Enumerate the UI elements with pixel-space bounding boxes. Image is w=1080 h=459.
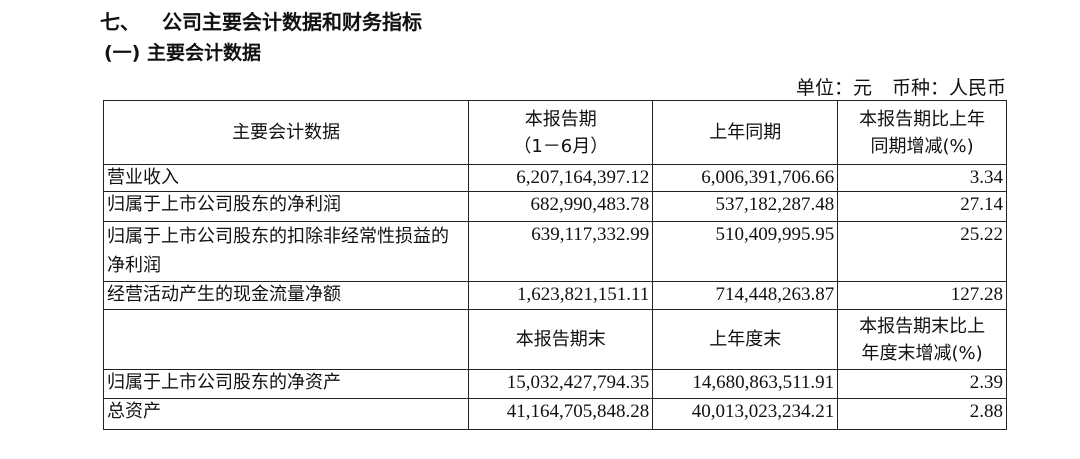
row-current: 1,623,821,151.11 <box>468 281 654 310</box>
row-prior: 6,006,391,706.66 <box>652 164 839 192</box>
table-row: 总资产 41,164,705,848.28 40,013,023,234.21 … <box>102 398 1007 430</box>
row-label: 经营活动产生的现金流量净额 <box>102 281 470 310</box>
row-change: 2.88 <box>837 398 1007 430</box>
header-current-line2: （1－6月） <box>513 135 609 157</box>
table-row: 经营活动产生的现金流量净额 1,623,821,151.11 714,448,2… <box>102 281 1007 310</box>
row-prior: 14,680,863,511.91 <box>652 369 839 399</box>
table-row: 归属于上市公司股东的扣除非经常性损益的净利润 639,117,332.99 51… <box>102 221 1007 282</box>
row-prior: 714,448,263.87 <box>652 281 839 310</box>
row-prior: 40,013,023,234.21 <box>652 398 839 430</box>
subheader-prior-year-end: 上年度末 <box>652 309 839 370</box>
row-prior: 537,182,287.48 <box>652 191 839 222</box>
row-current: 682,990,483.78 <box>468 191 654 222</box>
table-row: 归属于上市公司股东的净资产 15,032,427,794.35 14,680,8… <box>102 369 1007 399</box>
header-item: 主要会计数据 <box>102 100 470 165</box>
row-current: 6,207,164,397.12 <box>468 164 654 192</box>
row-change: 27.14 <box>837 191 1007 222</box>
header-change: 本报告期比上年 同期增减(%) <box>837 100 1007 165</box>
row-label: 归属于上市公司股东的净利润 <box>102 191 470 222</box>
row-label: 归属于上市公司股东的净资产 <box>102 369 470 399</box>
row-change: 25.22 <box>837 221 1007 282</box>
row-label: 归属于上市公司股东的扣除非经常性损益的净利润 <box>102 221 470 282</box>
row-change: 127.28 <box>837 281 1007 310</box>
unit-line: 单位：元 币种：人民币 <box>792 73 1006 100</box>
table-row: 营业收入 6,207,164,397.12 6,006,391,706.66 3… <box>102 164 1007 192</box>
section-number: 七、 <box>100 10 140 34</box>
row-label: 总资产 <box>102 398 470 430</box>
row-current: 41,164,705,848.28 <box>468 398 654 430</box>
subheader-period-end: 本报告期末 <box>468 309 654 370</box>
header-prior-period: 上年同期 <box>652 100 839 165</box>
row-prior: 510,409,995.95 <box>652 221 839 282</box>
row-current: 639,117,332.99 <box>468 221 654 282</box>
currency-label: 币种：人民币 <box>891 77 1006 99</box>
subheader-change: 本报告期末比上 年度末增减(%) <box>837 309 1007 370</box>
section-text: 公司主要会计数据和财务指标 <box>162 10 422 34</box>
section-title: 七、 公司主要会计数据和财务指标 <box>100 6 422 35</box>
row-current: 15,032,427,794.35 <box>468 369 654 399</box>
table-subheader-row: 本报告期末 上年度末 本报告期末比上 年度末增减(%) <box>102 309 1007 370</box>
subsection-title: (一) 主要会计数据 <box>104 42 261 64</box>
row-change: 3.34 <box>837 164 1007 192</box>
header-change-line1: 本报告期比上年 <box>859 108 986 130</box>
row-label: 营业收入 <box>102 164 470 192</box>
subheader-change-line2: 年度末增减(%) <box>861 342 983 364</box>
accounting-data-table: 主要会计数据 本报告期 （1－6月） 上年同期 本报告期比上年 同期增减(%) 营业… <box>102 100 1007 430</box>
header-current-period: 本报告期 （1－6月） <box>468 100 654 165</box>
header-change-line2: 同期增减(%) <box>870 135 974 157</box>
unit-label: 单位：元 <box>795 77 872 99</box>
table-row: 归属于上市公司股东的净利润 682,990,483.78 537,182,287… <box>102 191 1007 222</box>
row-change: 2.39 <box>837 369 1007 399</box>
subheader-change-line1: 本报告期末比上 <box>859 315 986 337</box>
header-current-line1: 本报告期 <box>524 108 597 130</box>
table-header-row: 主要会计数据 本报告期 （1－6月） 上年同期 本报告期比上年 同期增减(%) <box>102 100 1007 165</box>
subheader-empty <box>102 309 470 370</box>
